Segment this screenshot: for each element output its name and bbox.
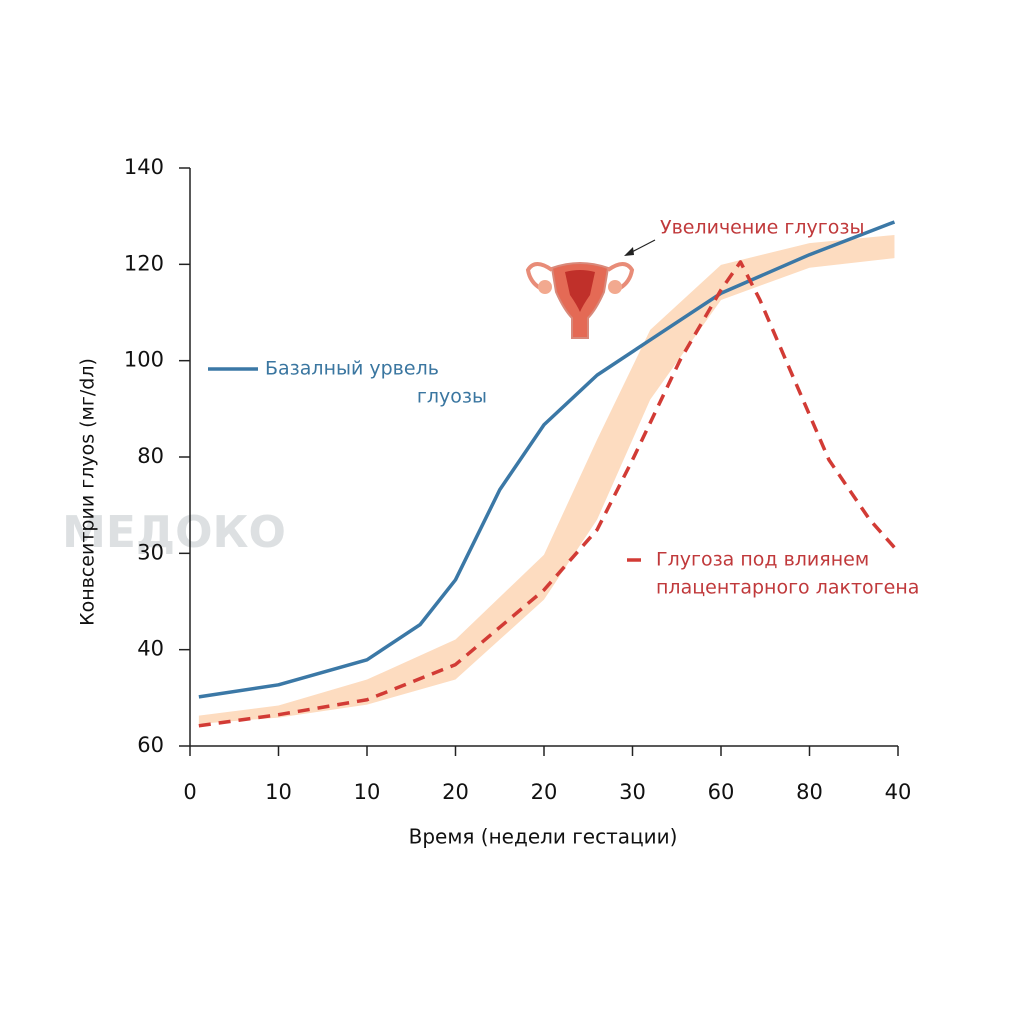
x-tick-label: 20 — [442, 780, 469, 804]
arrow-head — [624, 247, 634, 256]
x-tick-label: 10 — [354, 780, 381, 804]
annotation: Увеличение глугозы — [660, 217, 864, 239]
annotation: плацентарного лактогена — [656, 577, 919, 599]
line — [198, 260, 896, 728]
line — [198, 220, 896, 699]
band — [198, 234, 895, 724]
y-tick-label: 40 — [137, 637, 164, 661]
y-tick-label: 140 — [124, 155, 164, 179]
x-axis-title: Время (недели гестации) — [409, 825, 678, 849]
watermark: МЕДОКО — [62, 507, 286, 558]
annotation: глуозы — [417, 386, 487, 408]
plot — [198, 220, 896, 728]
y-tick-label: 30 — [137, 540, 164, 564]
x-tick-label: 40 — [885, 780, 912, 804]
y-axis-title: Конвсеитрии глуоs (мг/dл) — [77, 358, 99, 626]
y-tick-label: 100 — [124, 348, 164, 372]
y-tick-label: 60 — [137, 733, 164, 757]
y-tick-label: 80 — [137, 444, 164, 468]
x-tick-label: 30 — [619, 780, 646, 804]
x-tick-label: 0 — [183, 780, 196, 804]
uterus-icon — [525, 262, 635, 339]
x-tick-label: 10 — [265, 780, 292, 804]
annotation: Базалный урвель — [265, 358, 439, 380]
x-tick-label: 60 — [708, 780, 735, 804]
x-tick-label: 80 — [796, 780, 823, 804]
x-tick-label: 20 — [531, 780, 558, 804]
annotation: Глугоза под влиянем — [656, 549, 869, 571]
y-tick-label: 120 — [124, 251, 164, 275]
